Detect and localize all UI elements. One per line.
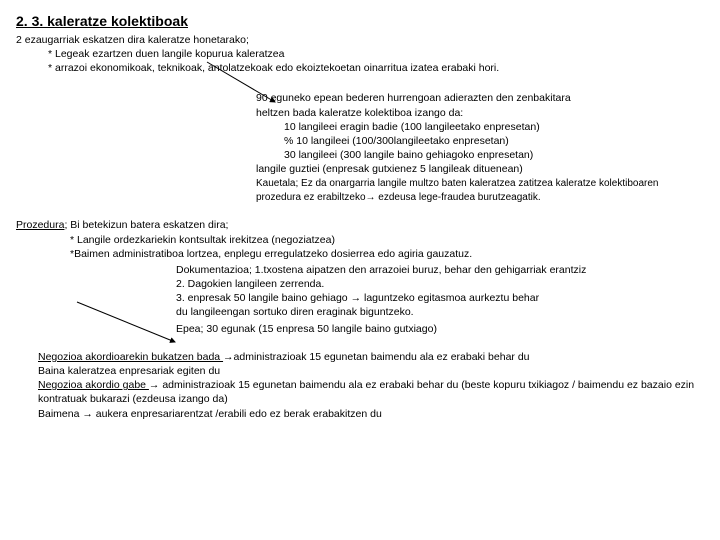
arrow-icon: → (223, 351, 234, 363)
neg3-underline: Negozioa akordio gabe (38, 379, 149, 391)
neg4-label: Baimena (38, 408, 82, 420)
procedure-label: Prozedura (16, 219, 64, 231)
procedure-heading: Prozedura; Bi betekizun batera eskatzen … (16, 218, 704, 232)
arrow-icon: → (82, 408, 93, 420)
neg4-rest: aukera enpresariarentzat /erabili edo ez… (93, 408, 382, 420)
box-line-2: heltzen bada kaleratze kolektiboa izango… (256, 106, 704, 120)
requirement-1: * Legeak ezartzen duen langile kopurua k… (48, 47, 704, 61)
documentation-4: du langileengan sortuko diren eraginak b… (176, 305, 704, 319)
negotiation-block: Negozioa akordioarekin bukatzen bada →ad… (38, 350, 704, 421)
threshold-2: % 10 langileei (100/300langileetako enpr… (284, 134, 704, 148)
threshold-3: 30 langileei (300 langile baino gehiagok… (284, 148, 704, 162)
deadline-text: Epea; 30 egunak (15 enpresa 50 langile b… (176, 322, 704, 336)
doc3-text-b: laguntzeko egitasmoa aurkeztu behar (361, 292, 539, 304)
neg1-underline: Negozioa akordioarekin bukatzen bada (38, 351, 223, 363)
documentation-1: Dokumentazioa; 1.txostena aipatzen den a… (176, 263, 704, 277)
negotiation-4: Baimena → aukera enpresariarentzat /erab… (38, 407, 704, 421)
neg1-rest: administrazioak 15 egunetan baimendu ala… (234, 351, 530, 363)
arrow-icon: → (351, 292, 362, 304)
documentation-3: 3. enpresak 50 langile baino gehiago → l… (176, 291, 704, 305)
section-title: 2. 3. kaleratze kolektiboak (16, 12, 704, 31)
doc3-text-a: 3. enpresak 50 langile baino gehiago (176, 292, 351, 304)
negotiation-3: Negozioa akordio gabe → administrazioak … (38, 378, 704, 406)
box-line-3: langile guztiei (enpresak gutxienez 5 la… (256, 162, 704, 176)
negotiation-1: Negozioa akordioarekin bukatzen bada →ad… (38, 350, 704, 364)
procedure-rest: ; Bi betekizun batera eskatzen dira; (64, 219, 228, 231)
documentation-2: 2. Dagokien langileen zerrenda. (176, 277, 704, 291)
threshold-box: 90 eguneko epean bederen hurrengoan adie… (256, 91, 704, 204)
negotiation-2: Baina kaleratzea enpresariak egiten du (38, 364, 704, 378)
procedure-req-1: * Langile ordezkariekin kontsultak ireki… (70, 233, 704, 247)
threshold-1: 10 langileei eragin badie (100 langileet… (284, 120, 704, 134)
procedure-req-2: *Baimen administratiboa lortzea, enplegu… (70, 247, 704, 261)
box-line-1: 90 eguneko epean bederen hurrengoan adie… (256, 91, 704, 105)
intro-text: 2 ezaugarriak eskatzen dira kaleratze ho… (16, 33, 704, 47)
requirement-2: * arrazoi ekonomikoak, teknikoak, antola… (48, 61, 704, 75)
arrow-icon: → (149, 379, 160, 391)
kauetala-note: Kauetala; Ez da onargarria langile multz… (256, 177, 704, 204)
